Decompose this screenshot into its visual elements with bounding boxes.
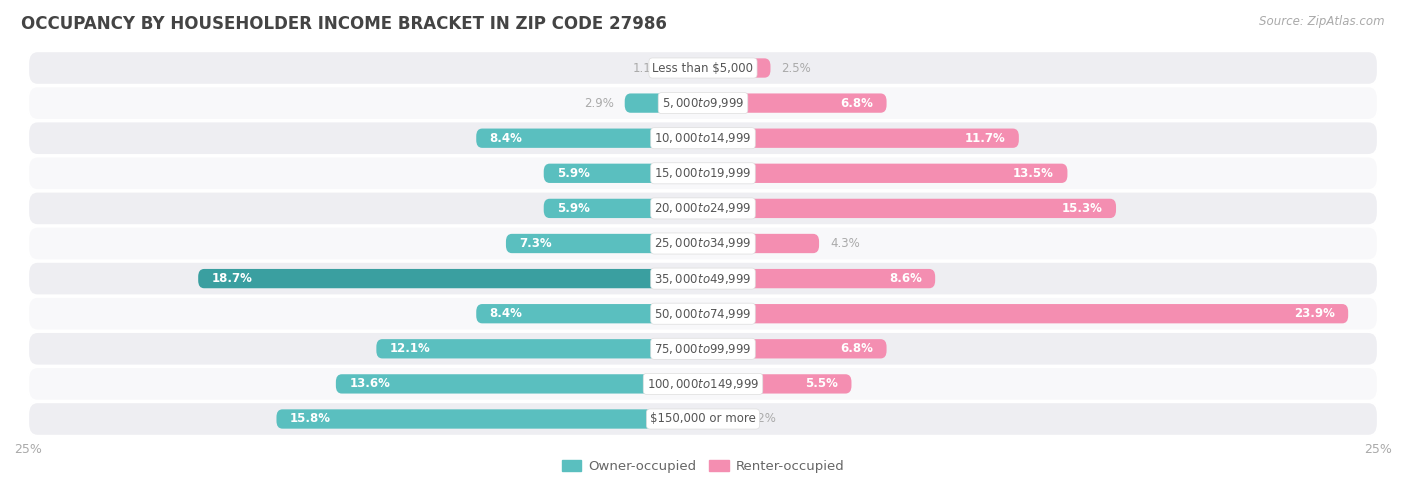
Text: 5.9%: 5.9% — [557, 202, 591, 215]
Text: $150,000 or more: $150,000 or more — [650, 412, 756, 426]
Text: 2.9%: 2.9% — [583, 96, 614, 110]
FancyBboxPatch shape — [28, 191, 1378, 225]
FancyBboxPatch shape — [28, 297, 1378, 331]
FancyBboxPatch shape — [703, 269, 935, 288]
Text: 15.3%: 15.3% — [1062, 202, 1102, 215]
FancyBboxPatch shape — [544, 164, 703, 183]
FancyBboxPatch shape — [703, 234, 820, 253]
Text: 1.2%: 1.2% — [747, 412, 776, 426]
FancyBboxPatch shape — [477, 304, 703, 323]
Text: 6.8%: 6.8% — [841, 96, 873, 110]
Text: $20,000 to $24,999: $20,000 to $24,999 — [654, 202, 752, 215]
FancyBboxPatch shape — [336, 374, 703, 393]
Text: 13.6%: 13.6% — [349, 377, 391, 391]
FancyBboxPatch shape — [624, 94, 703, 113]
FancyBboxPatch shape — [277, 410, 703, 429]
Text: 11.7%: 11.7% — [965, 131, 1005, 145]
Text: 8.4%: 8.4% — [489, 307, 523, 320]
Text: Less than $5,000: Less than $5,000 — [652, 61, 754, 75]
FancyBboxPatch shape — [703, 164, 1067, 183]
FancyBboxPatch shape — [703, 199, 1116, 218]
Text: 12.1%: 12.1% — [389, 342, 430, 356]
Text: 5.5%: 5.5% — [806, 377, 838, 391]
FancyBboxPatch shape — [703, 94, 887, 113]
FancyBboxPatch shape — [377, 339, 703, 358]
Text: Source: ZipAtlas.com: Source: ZipAtlas.com — [1260, 15, 1385, 28]
Text: 8.4%: 8.4% — [489, 131, 523, 145]
Text: 7.3%: 7.3% — [519, 237, 553, 250]
FancyBboxPatch shape — [28, 367, 1378, 401]
Text: $50,000 to $74,999: $50,000 to $74,999 — [654, 307, 752, 321]
Text: 6.8%: 6.8% — [841, 342, 873, 356]
Text: 4.3%: 4.3% — [830, 237, 859, 250]
FancyBboxPatch shape — [673, 58, 703, 77]
FancyBboxPatch shape — [28, 226, 1378, 261]
Text: 18.7%: 18.7% — [212, 272, 253, 285]
FancyBboxPatch shape — [544, 199, 703, 218]
FancyBboxPatch shape — [477, 129, 703, 148]
Text: 13.5%: 13.5% — [1014, 167, 1054, 180]
FancyBboxPatch shape — [28, 121, 1378, 155]
Text: $35,000 to $49,999: $35,000 to $49,999 — [654, 272, 752, 285]
FancyBboxPatch shape — [703, 129, 1019, 148]
Text: 8.6%: 8.6% — [889, 272, 922, 285]
FancyBboxPatch shape — [28, 402, 1378, 436]
FancyBboxPatch shape — [28, 262, 1378, 296]
FancyBboxPatch shape — [28, 51, 1378, 85]
Text: $15,000 to $19,999: $15,000 to $19,999 — [654, 166, 752, 180]
Text: $100,000 to $149,999: $100,000 to $149,999 — [647, 377, 759, 391]
Text: $25,000 to $34,999: $25,000 to $34,999 — [654, 237, 752, 250]
FancyBboxPatch shape — [506, 234, 703, 253]
Text: 5.9%: 5.9% — [557, 167, 591, 180]
FancyBboxPatch shape — [28, 332, 1378, 366]
FancyBboxPatch shape — [198, 269, 703, 288]
Text: $75,000 to $99,999: $75,000 to $99,999 — [654, 342, 752, 356]
Legend: Owner-occupied, Renter-occupied: Owner-occupied, Renter-occupied — [557, 455, 849, 478]
Text: $10,000 to $14,999: $10,000 to $14,999 — [654, 131, 752, 145]
FancyBboxPatch shape — [703, 339, 887, 358]
FancyBboxPatch shape — [703, 374, 852, 393]
FancyBboxPatch shape — [28, 156, 1378, 190]
Text: $5,000 to $9,999: $5,000 to $9,999 — [662, 96, 744, 110]
FancyBboxPatch shape — [28, 86, 1378, 120]
Text: 2.5%: 2.5% — [782, 61, 811, 75]
FancyBboxPatch shape — [703, 410, 735, 429]
FancyBboxPatch shape — [703, 58, 770, 77]
FancyBboxPatch shape — [703, 304, 1348, 323]
Text: 23.9%: 23.9% — [1294, 307, 1334, 320]
Text: OCCUPANCY BY HOUSEHOLDER INCOME BRACKET IN ZIP CODE 27986: OCCUPANCY BY HOUSEHOLDER INCOME BRACKET … — [21, 15, 666, 33]
Text: 1.1%: 1.1% — [633, 61, 662, 75]
Text: 15.8%: 15.8% — [290, 412, 330, 426]
